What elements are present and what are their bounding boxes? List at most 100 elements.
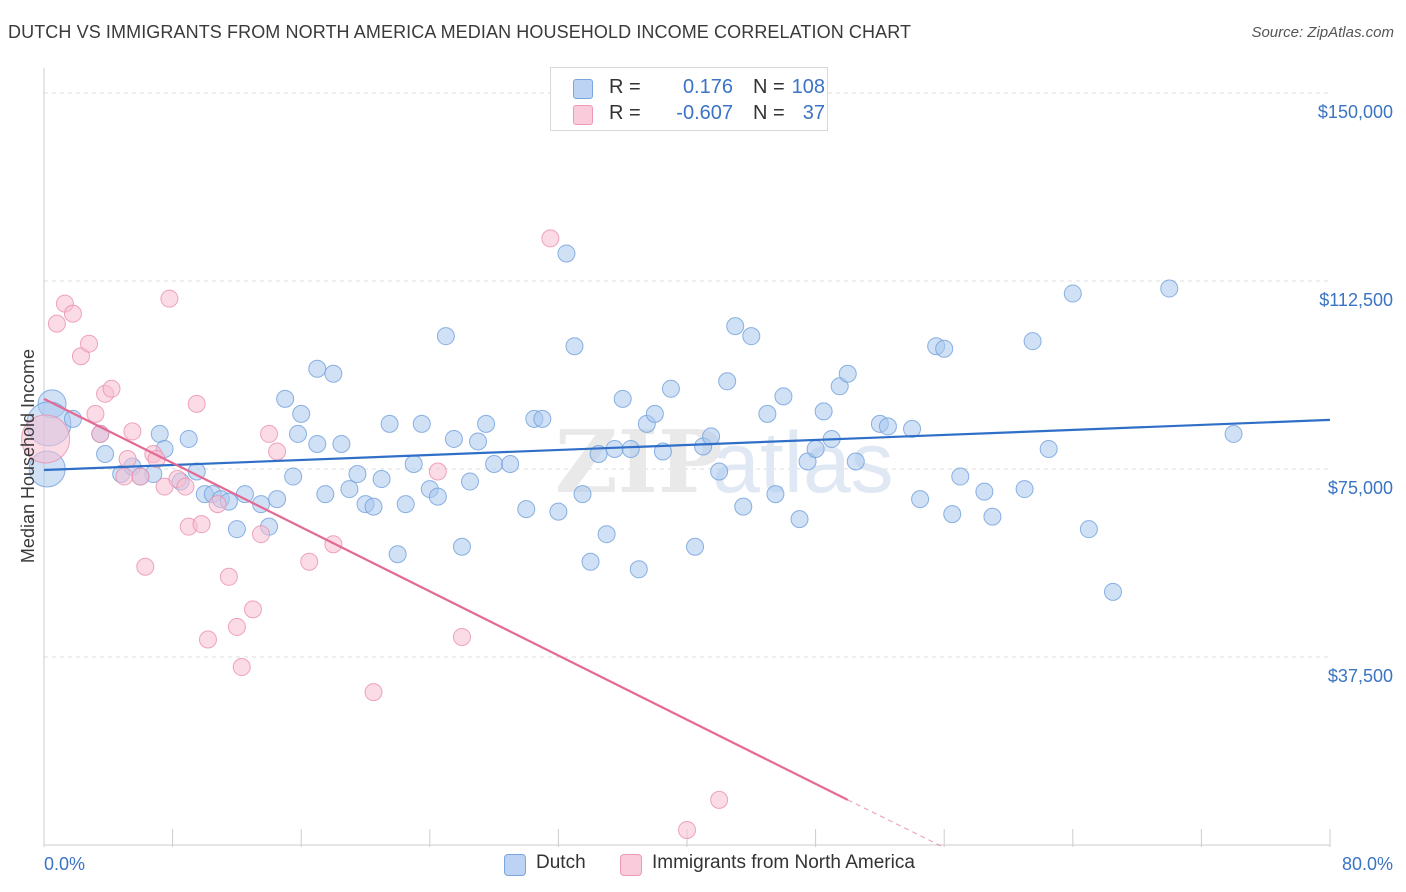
y-tick-label: $75,000 xyxy=(1328,478,1393,498)
dutch-point xyxy=(742,327,761,346)
legend-label-immigrants: Immigrants from North America xyxy=(652,852,915,873)
dutch-point xyxy=(1063,284,1082,303)
dutch-point xyxy=(179,429,198,448)
immigrant-point xyxy=(364,683,383,702)
dutch-point xyxy=(396,495,415,514)
dutch-point xyxy=(726,317,745,336)
dutch-point xyxy=(485,455,504,474)
dutch-point xyxy=(308,434,327,453)
grid-lines xyxy=(44,92,1330,658)
x-tick-label: 0.0% xyxy=(44,854,85,874)
immigrant-point xyxy=(80,334,99,353)
dutch-point xyxy=(469,432,488,451)
dutch-point xyxy=(412,414,431,433)
dutch-point xyxy=(332,434,351,453)
legend-r-label: R = xyxy=(609,102,641,124)
dutch-point xyxy=(878,417,897,436)
dutch-point xyxy=(557,244,576,263)
dutch-point xyxy=(790,510,809,529)
dutch-point xyxy=(1103,582,1122,601)
immigrant-point xyxy=(187,394,206,413)
immigrant-point xyxy=(678,820,696,839)
chart-title: DUTCH VS IMMIGRANTS FROM NORTH AMERICA M… xyxy=(8,22,912,42)
dutch-point xyxy=(460,472,479,491)
dutch-point xyxy=(838,364,857,383)
dutch-point xyxy=(766,485,785,504)
immigrants-swatch xyxy=(573,105,593,125)
dutch-point xyxy=(549,502,568,521)
dutch-point xyxy=(589,444,608,463)
dutch-point xyxy=(645,404,664,423)
y-tick-label: $37,500 xyxy=(1328,666,1393,686)
immigrant-point xyxy=(198,630,217,649)
immigrant-point xyxy=(452,627,471,646)
dutch-point xyxy=(734,497,753,516)
dutch-point xyxy=(581,552,600,571)
trend-lines xyxy=(43,397,1331,849)
dutch-point xyxy=(96,444,115,463)
legend-label-dutch: Dutch xyxy=(536,852,586,873)
dutch-point xyxy=(613,389,632,408)
dutch-point xyxy=(316,485,335,504)
immigrants-swatch xyxy=(620,854,642,876)
dutch-point xyxy=(150,424,169,443)
immigrant-point xyxy=(428,462,447,481)
dutch-point xyxy=(710,462,729,481)
dutch-point xyxy=(629,560,648,579)
dutch-point xyxy=(428,487,447,506)
immigrant-point xyxy=(86,404,105,423)
immigrant-point xyxy=(252,525,271,544)
dutch-point xyxy=(686,537,705,556)
dutch-point xyxy=(268,490,287,509)
dutch-point xyxy=(348,465,367,484)
dutch-point xyxy=(452,537,471,556)
legend-r-value: -0.607 xyxy=(676,102,733,124)
dutch-point xyxy=(404,455,423,474)
correlation-legend: R = 0.176 N = 108 R = -0.607 N = 37 xyxy=(550,67,828,131)
immigrant-point xyxy=(115,467,134,486)
y-axis-label: Median Household Income xyxy=(18,349,38,563)
immigrant-point xyxy=(118,449,137,468)
immigrant-point xyxy=(219,567,238,586)
immigrant-point xyxy=(123,422,142,441)
dutch-point xyxy=(340,480,359,499)
dutch-point xyxy=(372,470,391,489)
immigrant-point xyxy=(260,424,279,443)
dutch-point xyxy=(324,364,343,383)
legend-n-label: N = xyxy=(753,102,785,124)
dutch-point xyxy=(943,505,962,524)
dutch-point xyxy=(774,387,793,406)
dutch-point xyxy=(1023,332,1042,351)
dutch-point xyxy=(292,404,311,423)
dutch-point xyxy=(1039,439,1058,458)
dutch-point xyxy=(718,372,737,391)
immigrant-point xyxy=(176,477,195,496)
x-tick-label: 80.0% xyxy=(1342,854,1393,874)
dutch-point xyxy=(597,525,616,544)
dutch-point xyxy=(517,500,536,519)
immigrant-point xyxy=(227,617,246,636)
immigrant-points xyxy=(21,229,729,839)
dutch-point xyxy=(975,482,994,501)
dutch-point xyxy=(758,404,777,423)
legend-r-label: R = xyxy=(609,76,641,98)
dutch-point xyxy=(935,339,954,358)
legend-n-label: N = xyxy=(753,76,785,98)
y-tick-label: $112,500 xyxy=(1319,290,1393,310)
immigrant-point xyxy=(47,314,66,333)
immigrant-point xyxy=(136,557,155,576)
dutch-point xyxy=(814,402,833,421)
dutch-point xyxy=(951,467,970,486)
immigrant-point xyxy=(541,229,560,248)
dutch-swatch xyxy=(504,854,526,876)
immigrant-point xyxy=(63,304,82,323)
dutch-trend-line xyxy=(43,418,1331,472)
legend-r-value: 0.176 xyxy=(682,76,733,98)
immigrant-trend-line xyxy=(43,397,849,801)
dutch-point xyxy=(621,439,640,458)
dutch-point xyxy=(1160,279,1179,298)
immigrant-point xyxy=(21,414,71,464)
dutch-point xyxy=(444,429,463,448)
